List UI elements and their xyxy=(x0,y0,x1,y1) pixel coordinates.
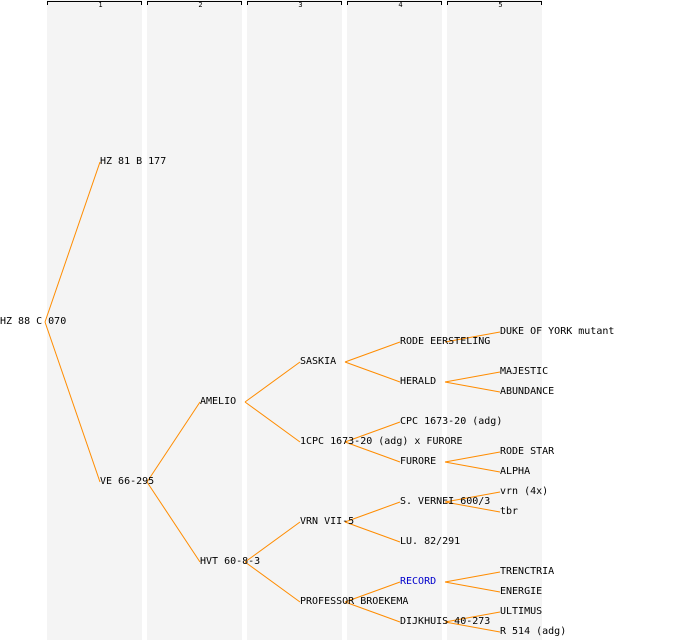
generation-column-1 xyxy=(47,0,142,640)
edge-gg1-ggg1 xyxy=(344,341,401,363)
node-root: HZ 88 C 070 xyxy=(0,316,67,327)
generation-bracket-3 xyxy=(247,1,342,5)
node-h5: ALPHA xyxy=(500,466,531,477)
generation-column-4 xyxy=(347,0,442,640)
node-h6: vrn (4x) xyxy=(500,486,549,497)
generation-label-2: 2 xyxy=(198,1,203,9)
node-ggg5: S. VERNEI 600/3 xyxy=(400,496,491,507)
generation-column-2 xyxy=(147,0,242,640)
node-h3: ABUNDANCE xyxy=(500,386,555,397)
edge-ggg5-h7 xyxy=(444,501,501,513)
edge-ggg4-h4 xyxy=(444,451,501,463)
edge-g2-gg4 xyxy=(244,561,301,603)
generation-bracket-2 xyxy=(147,1,242,5)
generation-column-3 xyxy=(247,0,342,640)
node-h9: ENERGIE xyxy=(500,586,543,597)
edge-g2-gg3 xyxy=(244,521,301,563)
node-ggg2: HERALD xyxy=(400,376,437,387)
edge-p2-g1 xyxy=(146,401,201,483)
node-g1: AMELIO xyxy=(200,396,237,407)
edge-ggg7-h9 xyxy=(444,581,501,593)
edge-gg2-ggg4 xyxy=(344,441,401,463)
generation-label-3: 3 xyxy=(298,1,303,9)
edge-ggg8-h10 xyxy=(444,611,501,623)
generation-bracket-4 xyxy=(347,1,442,5)
edge-gg1-ggg2 xyxy=(344,361,401,383)
node-h4: RODE STAR xyxy=(500,446,555,457)
edge-ggg5-h6 xyxy=(444,491,501,503)
node-gg1: SASKIA xyxy=(300,356,337,367)
node-h10: ULTIMUS xyxy=(500,606,543,617)
node-ggg7-link[interactable]: RECORD xyxy=(400,576,437,587)
generation-bracket-5 xyxy=(447,1,542,5)
edge-gg2-ggg3 xyxy=(344,421,401,443)
edge-gg3-ggg5 xyxy=(344,501,401,523)
node-h11: R 514 (adg) xyxy=(500,626,567,637)
node-h8: TRENCTRIA xyxy=(500,566,555,577)
node-ggg6: LU. 82/291 xyxy=(400,536,461,547)
node-ggg8: DIJKHUIS 40-273 xyxy=(400,616,491,627)
generation-label-4: 4 xyxy=(398,1,403,9)
edge-ggg8-h11 xyxy=(444,621,501,633)
edge-p2-g2 xyxy=(146,481,201,563)
node-g2: HVT 60-8-3 xyxy=(200,556,261,567)
edge-root-p1 xyxy=(44,161,101,323)
edge-gg4-ggg8 xyxy=(344,601,401,623)
generation-label-1: 1 xyxy=(98,1,103,9)
edge-gg4-ggg7 xyxy=(344,581,401,603)
node-ggg3: CPC 1673-20 (adg) xyxy=(400,416,503,427)
node-p2: VE 66-295 xyxy=(100,476,155,487)
generation-column-5 xyxy=(447,0,542,640)
edge-ggg1-h1 xyxy=(444,331,501,343)
node-gg2: 1CPC 1673-20 (adg) x FURORE xyxy=(300,436,463,447)
edge-ggg4-h5 xyxy=(444,461,501,473)
node-gg3: VRN VII-5 xyxy=(300,516,355,527)
node-ggg4: FURORE xyxy=(400,456,437,467)
generation-label-5: 5 xyxy=(498,1,503,9)
node-h7: tbr xyxy=(500,506,519,517)
generation-bracket-1 xyxy=(47,1,142,5)
edge-ggg7-h8 xyxy=(444,571,501,583)
edge-ggg2-h3 xyxy=(444,381,501,393)
node-p1: HZ 81 B 177 xyxy=(100,156,167,167)
edge-g1-gg1 xyxy=(244,361,301,403)
node-h2: MAJESTIC xyxy=(500,366,549,377)
node-gg4: PROFESSOR BROEKEMA xyxy=(300,596,409,607)
edge-ggg2-h2 xyxy=(444,371,501,383)
edge-g1-gg2 xyxy=(244,401,301,443)
edge-gg3-ggg6 xyxy=(344,521,401,543)
edge-root-p2 xyxy=(44,321,101,483)
node-ggg1: RODE EERSTELING xyxy=(400,336,491,347)
node-h1: DUKE OF YORK mutant xyxy=(500,326,615,337)
